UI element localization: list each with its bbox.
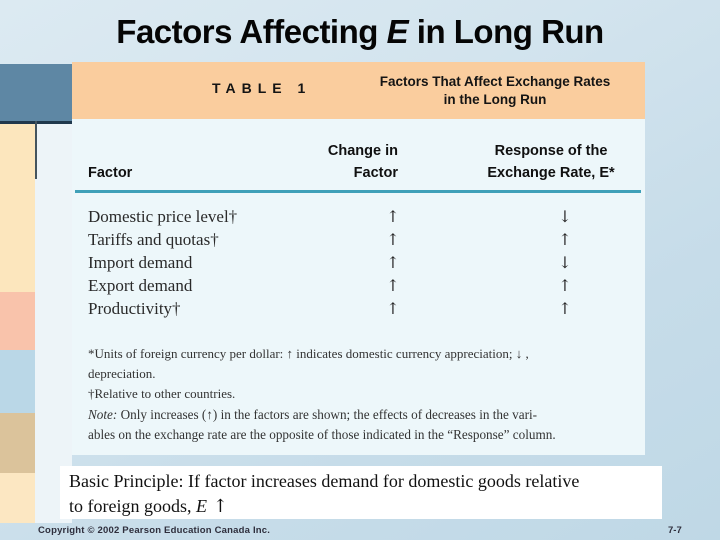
table-figure: TABLE 1 Factors That Affect Exchange Rat…: [72, 62, 645, 455]
row-factor-label: Domestic price level†: [88, 207, 238, 226]
table-row: Import demand ↑ ↓: [72, 253, 645, 275]
decorative-blue-block: [0, 64, 72, 121]
principle-text-box: Basic Principle: If factor increases dem…: [60, 466, 662, 519]
up-arrow-icon: ↑: [386, 230, 400, 249]
column-header-change-line1: Change in: [327, 143, 398, 159]
decorative-band-tan: [0, 413, 35, 473]
table-caption-line2: in the Long Run: [443, 92, 547, 107]
table-header-banner: TABLE 1 Factors That Affect Exchange Rat…: [72, 62, 645, 119]
row-factor-label: Import demand: [88, 253, 193, 272]
copyright-text: Copyright © 2002 Pearson Education Canad…: [38, 525, 271, 536]
down-arrow-icon: ↓: [558, 207, 572, 226]
table-row: Tariffs and quotas† ↑ ↑: [72, 230, 645, 252]
title-text-post: in Long Run: [408, 13, 604, 50]
up-arrow-icon: ↑: [386, 207, 400, 226]
up-arrow-icon: ↑: [386, 299, 400, 318]
note-text-line2: ables on the exchange rate are the oppos…: [88, 427, 556, 442]
table-row: Export demand ↑ ↑: [72, 276, 645, 298]
column-header-change-line2: Factor: [353, 165, 398, 181]
column-header-response-line1: Response of the: [494, 143, 608, 159]
decorative-light-strip: [35, 124, 72, 523]
table-note: Note: Only increases (↑) in the factors …: [88, 405, 556, 445]
up-arrow-icon: ↑: [386, 276, 400, 295]
table-row: Domestic price level† ↑ ↓: [72, 207, 645, 229]
row-factor-label: Tariffs and quotas†: [88, 230, 219, 249]
principle-emphasis-e: E: [195, 496, 207, 516]
table-row: Productivity† ↑ ↑: [72, 299, 645, 321]
note-label: Note:: [88, 407, 118, 422]
footnote-relative: †Relative to other countries.: [88, 386, 236, 401]
footnote-units: *Units of foreign currency per dollar: ↑…: [88, 344, 529, 384]
table-caption-line1: Factors That Affect Exchange Rates: [379, 74, 611, 89]
up-arrow-icon: ↑: [558, 276, 572, 295]
table-note-line1: Note: Only increases (↑) in the factors …: [88, 405, 556, 425]
table-caption: Factors That Affect Exchange Rates in th…: [360, 73, 630, 109]
principle-line2: to foreign goods, E ↑: [69, 494, 662, 519]
title-text-pre: Factors Affecting: [116, 13, 387, 50]
up-arrow-icon: ↑: [206, 496, 228, 517]
header-rule: [75, 190, 641, 193]
table-label: TABLE 1: [212, 80, 312, 96]
note-text-line1: Only increases (↑) in the factors are sh…: [117, 407, 538, 422]
row-factor-label: Productivity†: [88, 299, 181, 318]
column-header-response-line2: Exchange Rate, E*: [487, 165, 615, 181]
footnote-units-line1: *Units of foreign currency per dollar: ↑…: [88, 346, 529, 361]
footnote-units-line2: depreciation.: [88, 366, 156, 381]
decorative-band-cream-top: [0, 124, 35, 292]
row-factor-label: Export demand: [88, 276, 193, 295]
up-arrow-icon: ↑: [558, 230, 572, 249]
principle-line2-pre: to foreign goods,: [69, 496, 196, 516]
column-header-response: Response of the Exchange Rate, E*: [466, 140, 636, 184]
page-number: 7-7: [668, 525, 682, 536]
down-arrow-icon: ↓: [558, 253, 572, 272]
decorative-band-blue: [0, 350, 35, 413]
decorative-band-cream-bottom: [0, 473, 35, 523]
column-header-factor: Factor: [88, 165, 133, 181]
decorative-band-salmon: [0, 292, 35, 350]
decorative-vertical-rule: [35, 121, 37, 179]
up-arrow-icon: ↑: [558, 299, 572, 318]
title-emphasis-e: E: [386, 13, 409, 50]
principle-line1: Basic Principle: If factor increases dem…: [69, 471, 580, 491]
page-title: Factors Affecting E in Long Run: [0, 13, 720, 51]
column-header-change: Change in Factor: [302, 140, 398, 184]
up-arrow-icon: ↑: [386, 253, 400, 272]
